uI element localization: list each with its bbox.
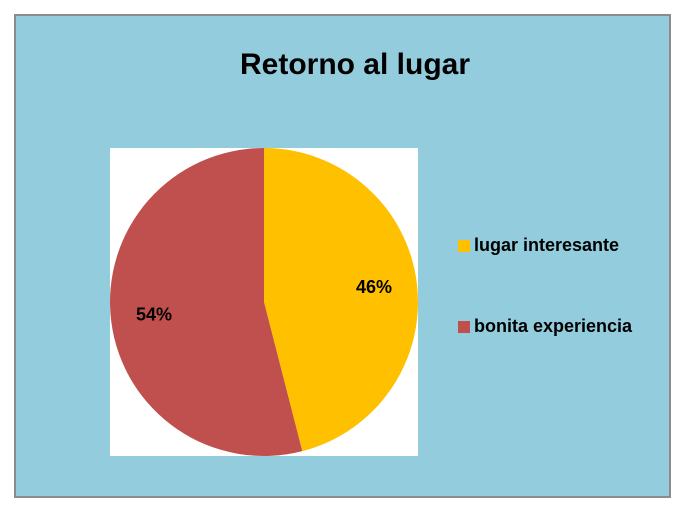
pie-slice — [264, 148, 419, 452]
legend-swatch — [458, 240, 470, 252]
data-label: 54% — [136, 305, 172, 325]
legend-label: bonita experiencia — [474, 316, 633, 336]
chart-title: Retorno al lugar — [240, 48, 470, 81]
legend-swatch — [458, 321, 470, 333]
legend-label: lugar interesante — [474, 235, 619, 255]
data-label: 46% — [356, 277, 392, 297]
pie-slice — [110, 148, 303, 456]
